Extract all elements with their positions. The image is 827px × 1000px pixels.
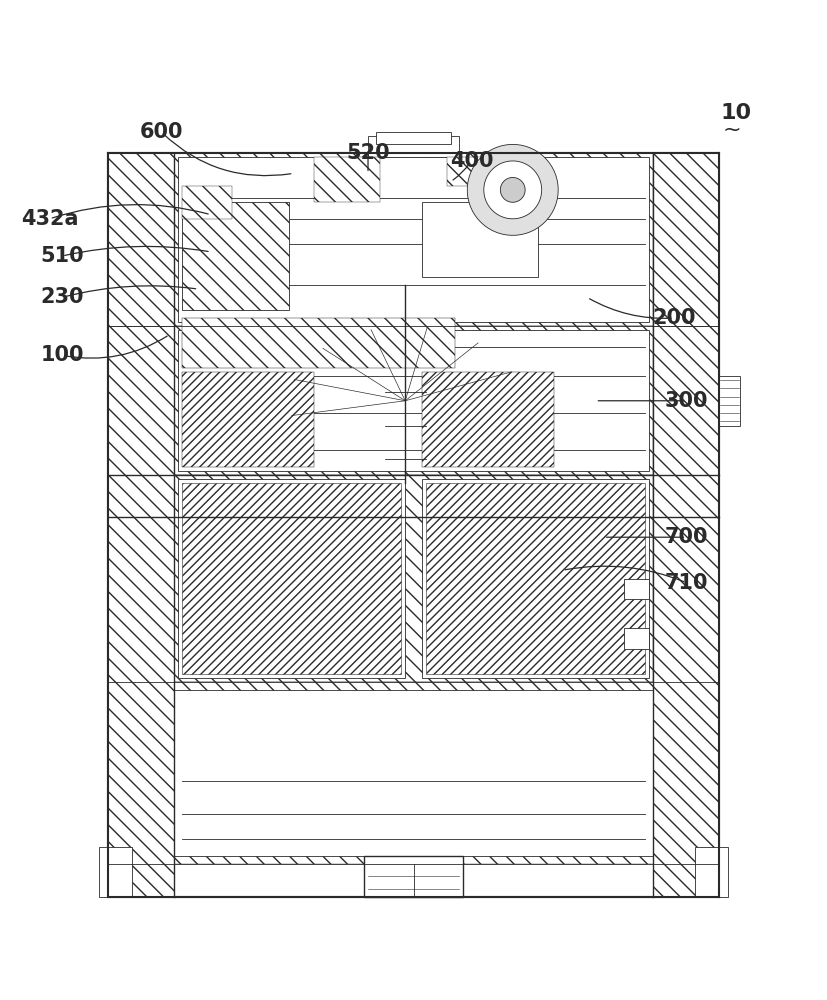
Bar [108,153,174,326]
Bar [174,153,653,326]
Bar [368,136,459,157]
Bar [695,847,728,897]
Bar [653,326,719,897]
Text: 200: 200 [653,308,696,328]
Text: 432a: 432a [21,209,79,229]
Bar [364,856,463,897]
Bar [182,483,401,674]
Bar [182,202,289,310]
Bar [447,157,504,186]
Bar [426,483,645,674]
Bar [174,475,653,682]
Text: 700: 700 [665,527,708,547]
Bar [624,628,649,649]
Bar [174,326,653,475]
Bar [108,682,719,864]
Bar [182,318,455,368]
Bar [314,157,380,202]
Polygon shape [467,144,558,235]
Text: ~: ~ [723,120,741,140]
Bar [182,186,232,219]
Bar [422,202,538,277]
Bar [376,132,451,144]
Bar [624,579,649,599]
Polygon shape [484,161,542,219]
Text: 400: 400 [450,151,493,171]
Text: 100: 100 [41,345,84,365]
Bar [653,153,719,326]
Text: 710: 710 [665,573,708,593]
Bar [108,326,174,897]
Bar [178,157,649,322]
Bar [99,847,132,897]
Bar [182,372,314,467]
Bar [719,376,740,426]
Bar [174,690,653,856]
Bar [178,479,405,678]
Text: 510: 510 [41,246,84,266]
Text: 600: 600 [140,122,183,142]
Bar [422,372,554,467]
Bar [108,153,719,897]
Polygon shape [500,177,525,202]
Text: 230: 230 [41,287,84,307]
Bar [178,330,649,471]
Bar [422,479,649,678]
Text: 520: 520 [347,143,390,163]
Text: 10: 10 [720,103,752,123]
Text: 300: 300 [665,391,708,411]
